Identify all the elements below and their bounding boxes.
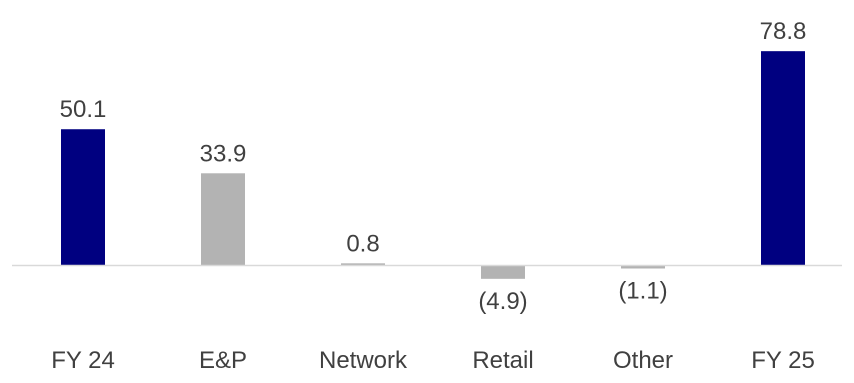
category-label-5: FY 25 xyxy=(751,347,815,374)
bar-4 xyxy=(621,265,665,269)
bar-0 xyxy=(61,129,105,266)
value-labels-layer: 50.1 33.9 0.8 (4.9) (1.1) 78.8 xyxy=(60,18,807,315)
value-label-3: (4.9) xyxy=(478,288,527,315)
category-label-2: Network xyxy=(319,347,408,374)
value-label-5: 78.8 xyxy=(760,18,807,45)
category-label-4: Other xyxy=(613,347,673,374)
bar-2 xyxy=(341,263,385,266)
value-label-1: 33.9 xyxy=(200,140,247,167)
category-labels-layer: FY 24 E&P Network Retail Other FY 25 xyxy=(51,347,815,374)
category-label-3: Retail xyxy=(472,347,533,374)
value-label-2: 0.8 xyxy=(346,230,379,257)
category-label-0: FY 24 xyxy=(51,347,115,374)
bar-3 xyxy=(481,265,525,279)
bar-1 xyxy=(201,173,245,266)
bars-layer xyxy=(61,51,805,279)
bar-5 xyxy=(761,51,805,266)
value-label-4: (1.1) xyxy=(618,277,667,304)
value-label-0: 50.1 xyxy=(60,96,107,123)
category-label-1: E&P xyxy=(199,347,247,374)
